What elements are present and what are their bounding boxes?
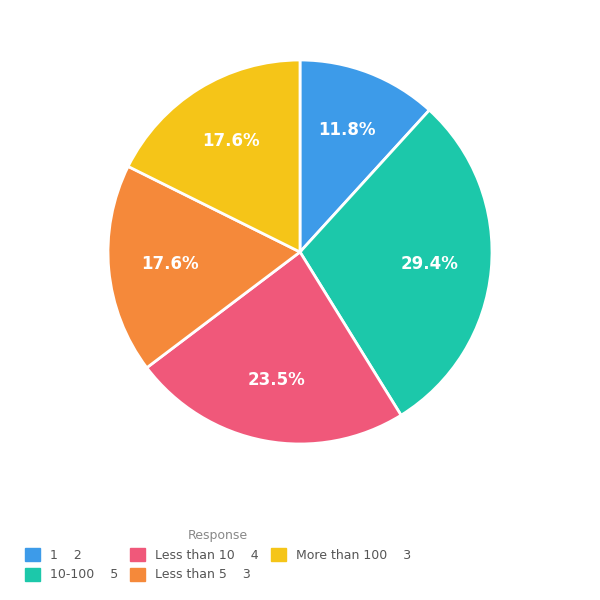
Text: 11.8%: 11.8%	[319, 121, 376, 139]
Wedge shape	[147, 252, 401, 444]
Wedge shape	[300, 60, 430, 252]
Text: 29.4%: 29.4%	[401, 255, 459, 273]
Wedge shape	[108, 166, 300, 368]
Text: 17.6%: 17.6%	[202, 132, 260, 150]
Legend: 1    2, 10-100    5, Less than 10    4, Less than 5    3, More than 100    3: 1 2, 10-100 5, Less than 10 4, Less than…	[18, 523, 418, 588]
Wedge shape	[128, 60, 300, 252]
Text: 17.6%: 17.6%	[141, 255, 199, 273]
Wedge shape	[300, 110, 492, 415]
Text: 23.5%: 23.5%	[247, 371, 305, 389]
